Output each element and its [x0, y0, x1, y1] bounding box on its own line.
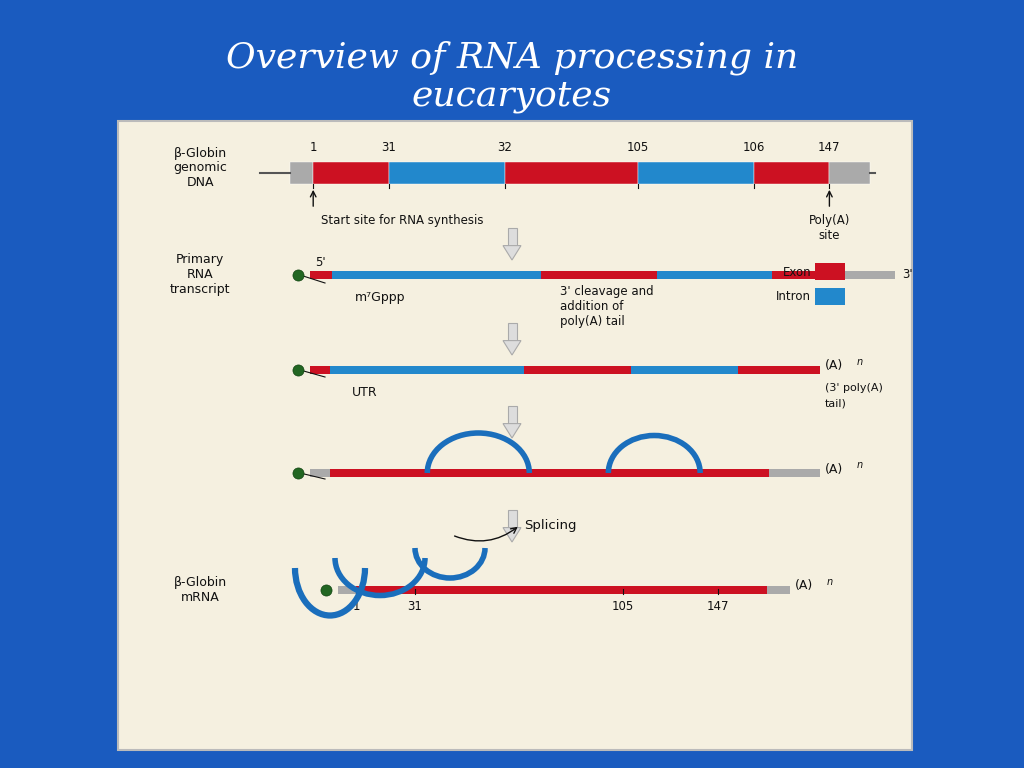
- Text: (3' poly(A): (3' poly(A): [825, 383, 883, 393]
- Text: 147: 147: [707, 600, 729, 613]
- Text: tail): tail): [825, 398, 847, 408]
- Text: 3' cleavage and
addition of
poly(A) tail: 3' cleavage and addition of poly(A) tail: [560, 285, 653, 328]
- Text: n: n: [827, 577, 834, 587]
- Text: UTR: UTR: [352, 386, 378, 399]
- Text: n: n: [857, 460, 863, 470]
- FancyBboxPatch shape: [118, 121, 912, 750]
- Bar: [310, 366, 331, 374]
- Text: Overview of RNA processing in: Overview of RNA processing in: [226, 41, 798, 75]
- Text: Exon: Exon: [782, 266, 811, 279]
- Bar: [754, 162, 829, 184]
- Text: Start site for RNA synthesis: Start site for RNA synthesis: [322, 214, 483, 227]
- Bar: [313, 162, 388, 184]
- Text: 105: 105: [627, 141, 649, 154]
- Text: Primary
RNA
transcript: Primary RNA transcript: [170, 253, 230, 296]
- Polygon shape: [503, 246, 521, 260]
- Text: (A): (A): [795, 580, 813, 592]
- Bar: [860, 271, 895, 279]
- Bar: [738, 366, 795, 374]
- Text: Splicing: Splicing: [524, 518, 577, 531]
- Bar: [632, 366, 738, 374]
- Text: 1: 1: [352, 600, 359, 613]
- Text: eucaryotes: eucaryotes: [412, 79, 612, 113]
- Bar: [638, 162, 754, 184]
- Bar: [535, 469, 616, 477]
- Text: 5': 5': [315, 257, 326, 270]
- Text: 147: 147: [818, 141, 841, 154]
- Bar: [331, 469, 422, 477]
- Bar: [332, 271, 541, 279]
- Bar: [338, 586, 356, 594]
- Text: 31: 31: [408, 600, 422, 613]
- Text: 3': 3': [902, 269, 912, 282]
- Text: 1: 1: [309, 141, 317, 154]
- Bar: [310, 469, 331, 477]
- Text: 106: 106: [742, 141, 765, 154]
- Polygon shape: [503, 340, 521, 355]
- Text: Intron: Intron: [776, 290, 811, 303]
- Polygon shape: [503, 528, 521, 542]
- Bar: [508, 510, 516, 528]
- Bar: [829, 162, 870, 184]
- Text: 32: 32: [498, 141, 512, 154]
- Bar: [508, 323, 516, 340]
- Text: Poly(A)
site: Poly(A) site: [809, 214, 850, 242]
- Bar: [815, 288, 845, 305]
- Bar: [524, 366, 632, 374]
- Text: 31: 31: [381, 141, 396, 154]
- Bar: [815, 263, 845, 280]
- Bar: [508, 406, 516, 424]
- Bar: [505, 162, 638, 184]
- Bar: [692, 469, 769, 477]
- Bar: [833, 271, 860, 279]
- Bar: [616, 469, 692, 477]
- Bar: [767, 586, 790, 594]
- Text: n: n: [857, 357, 863, 367]
- Bar: [356, 586, 767, 594]
- Bar: [541, 271, 656, 279]
- Text: (A): (A): [825, 359, 843, 372]
- Bar: [772, 271, 833, 279]
- Text: (A): (A): [825, 462, 843, 475]
- Text: β-Globin
genomic
DNA: β-Globin genomic DNA: [173, 147, 227, 190]
- Bar: [508, 228, 516, 246]
- Bar: [290, 162, 313, 184]
- Bar: [422, 469, 535, 477]
- Bar: [388, 162, 505, 184]
- Bar: [769, 469, 820, 477]
- Bar: [310, 271, 332, 279]
- Bar: [331, 366, 524, 374]
- Polygon shape: [503, 424, 521, 438]
- Text: 105: 105: [611, 600, 634, 613]
- Text: m⁷Gppp: m⁷Gppp: [354, 290, 406, 303]
- Bar: [738, 366, 820, 374]
- Bar: [656, 271, 772, 279]
- Text: β-Globin
mRNA: β-Globin mRNA: [173, 576, 226, 604]
